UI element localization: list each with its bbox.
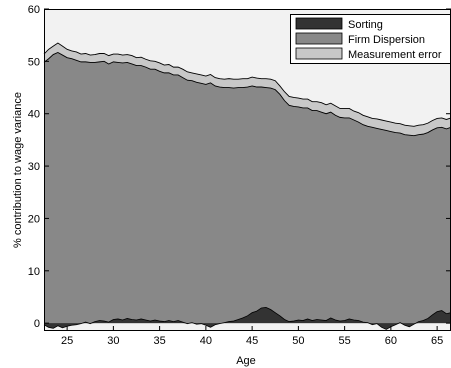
line-sorting — [43, 307, 451, 330]
y-tick-label: 20 — [28, 213, 40, 225]
legend-label: Sorting — [348, 19, 383, 31]
x-tick-label: 35 — [154, 335, 166, 347]
legend-label: Measurement error — [348, 49, 442, 61]
line-measurement-error-top — [43, 42, 451, 127]
y-tick-label: 40 — [28, 109, 40, 121]
x-tick-label: 65 — [431, 335, 443, 347]
legend-swatch — [295, 32, 343, 45]
y-tick-label: 30 — [28, 161, 40, 173]
area-firm-dispersion — [44, 52, 451, 330]
line-firm-dispersion-top — [43, 51, 451, 137]
x-tick-label: 30 — [107, 335, 119, 347]
x-tick-label: 55 — [339, 335, 351, 347]
x-tick-label: 25 — [61, 335, 73, 347]
x-tick-label: 45 — [246, 335, 258, 347]
y-tick-label: 60 — [28, 4, 40, 16]
x-tick-label: 50 — [292, 335, 304, 347]
area-measurement-error — [44, 43, 451, 136]
legend: Sorting Firm Dispersion Measurement error — [290, 14, 451, 64]
x-axis-label: Age — [236, 355, 256, 367]
legend-swatch — [295, 47, 343, 60]
x-ticks: 25 30 35 40 45 50 55 60 65 — [61, 326, 443, 347]
legend-swatch — [295, 17, 343, 30]
areas-layer — [43, 42, 451, 330]
y-tick-label: 50 — [28, 56, 40, 68]
y-tick-label: 10 — [28, 266, 40, 278]
x-tick-label: 60 — [385, 335, 397, 347]
area-sorting — [44, 307, 451, 330]
y-tick-label: 0 — [34, 318, 40, 330]
legend-label: Firm Dispersion — [348, 34, 425, 46]
x-tick-label: 40 — [200, 335, 212, 347]
y-axis-label: % contribution to wage variance — [12, 92, 24, 248]
